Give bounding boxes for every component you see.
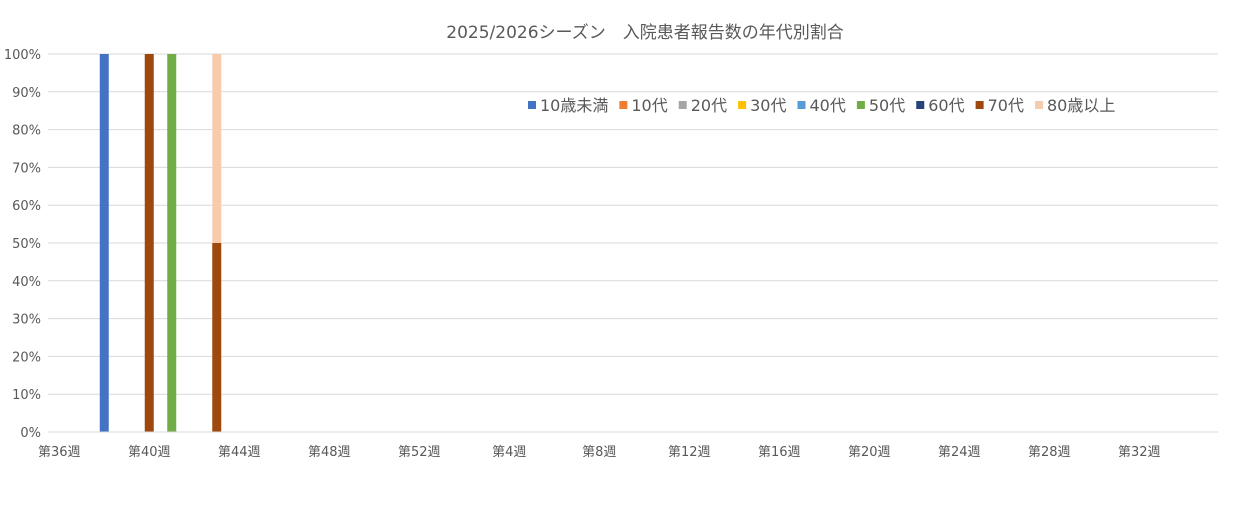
bar-segment xyxy=(212,243,222,432)
legend-label: 50代 xyxy=(869,96,905,115)
bar-segment xyxy=(167,54,177,432)
legend-label: 80歳以上 xyxy=(1047,96,1115,115)
legend-swatch xyxy=(528,101,536,109)
x-tick-label: 第24週 xyxy=(938,445,981,460)
chart-title: 2025/2026シーズン 入院患者報告数の年代別割合 xyxy=(446,23,843,43)
y-tick-label: 100% xyxy=(4,48,41,63)
y-tick-label: 80% xyxy=(12,124,41,139)
bar-segment xyxy=(144,54,154,432)
legend-swatch xyxy=(678,101,687,109)
y-tick-label: 60% xyxy=(12,199,41,214)
y-tick-label: 40% xyxy=(12,275,41,290)
legend-label: 20代 xyxy=(691,96,727,115)
y-tick-label: 70% xyxy=(12,161,41,176)
bars xyxy=(99,54,222,432)
y-tick-label: 20% xyxy=(12,350,41,365)
legend-label: 70代 xyxy=(988,96,1024,115)
x-tick-label: 第28週 xyxy=(1028,445,1071,460)
bar-segment xyxy=(99,54,109,432)
legend-label: 10代 xyxy=(631,96,667,115)
x-tick-label: 第12週 xyxy=(668,445,711,460)
legend: 10歳未満 10代 20代 30代 40代 50代 60代 70代 80歳以上 xyxy=(528,96,1115,115)
y-tick-label: 30% xyxy=(12,313,41,328)
y-tick-label: 10% xyxy=(12,388,41,403)
legend-swatch xyxy=(856,101,865,109)
x-tick-label: 第44週 xyxy=(218,445,261,460)
legend-swatch xyxy=(975,101,984,109)
x-tick-label: 第52週 xyxy=(398,445,441,460)
y-tick-label: 0% xyxy=(20,426,41,441)
bar-segment xyxy=(212,54,222,243)
x-tick-label: 第48週 xyxy=(308,445,351,460)
legend-label: 30代 xyxy=(750,96,786,115)
y-tick-label: 90% xyxy=(12,86,41,101)
legend-swatch xyxy=(916,101,925,109)
y-axis-ticks: 0% 10% 20% 30% 40% 50% 60% 70% 80% 90% 100% xyxy=(4,48,41,441)
legend-swatch xyxy=(619,101,628,109)
x-tick-label: 第16週 xyxy=(758,445,801,460)
y-tick-label: 50% xyxy=(12,237,41,252)
legend-label: 10歳未満 xyxy=(540,96,608,115)
x-tick-label: 第8週 xyxy=(582,445,616,460)
legend-label: 60代 xyxy=(928,96,964,115)
x-tick-label: 第4週 xyxy=(492,445,526,460)
legend-swatch xyxy=(1035,101,1043,109)
x-tick-label: 第20週 xyxy=(848,445,891,460)
x-tick-label: 第32週 xyxy=(1118,445,1161,460)
legend-swatch xyxy=(738,101,747,109)
x-tick-label: 第40週 xyxy=(128,445,171,460)
legend-label: 40代 xyxy=(810,96,846,115)
gridlines xyxy=(48,53,1218,395)
x-tick-label: 第36週 xyxy=(38,445,81,460)
legend-swatch xyxy=(797,101,806,109)
x-axis-ticks: 第36週 第40週 第44週 第48週 第52週 第4週 第8週 第12週 第16週 第20週 第2… xyxy=(38,445,1161,460)
